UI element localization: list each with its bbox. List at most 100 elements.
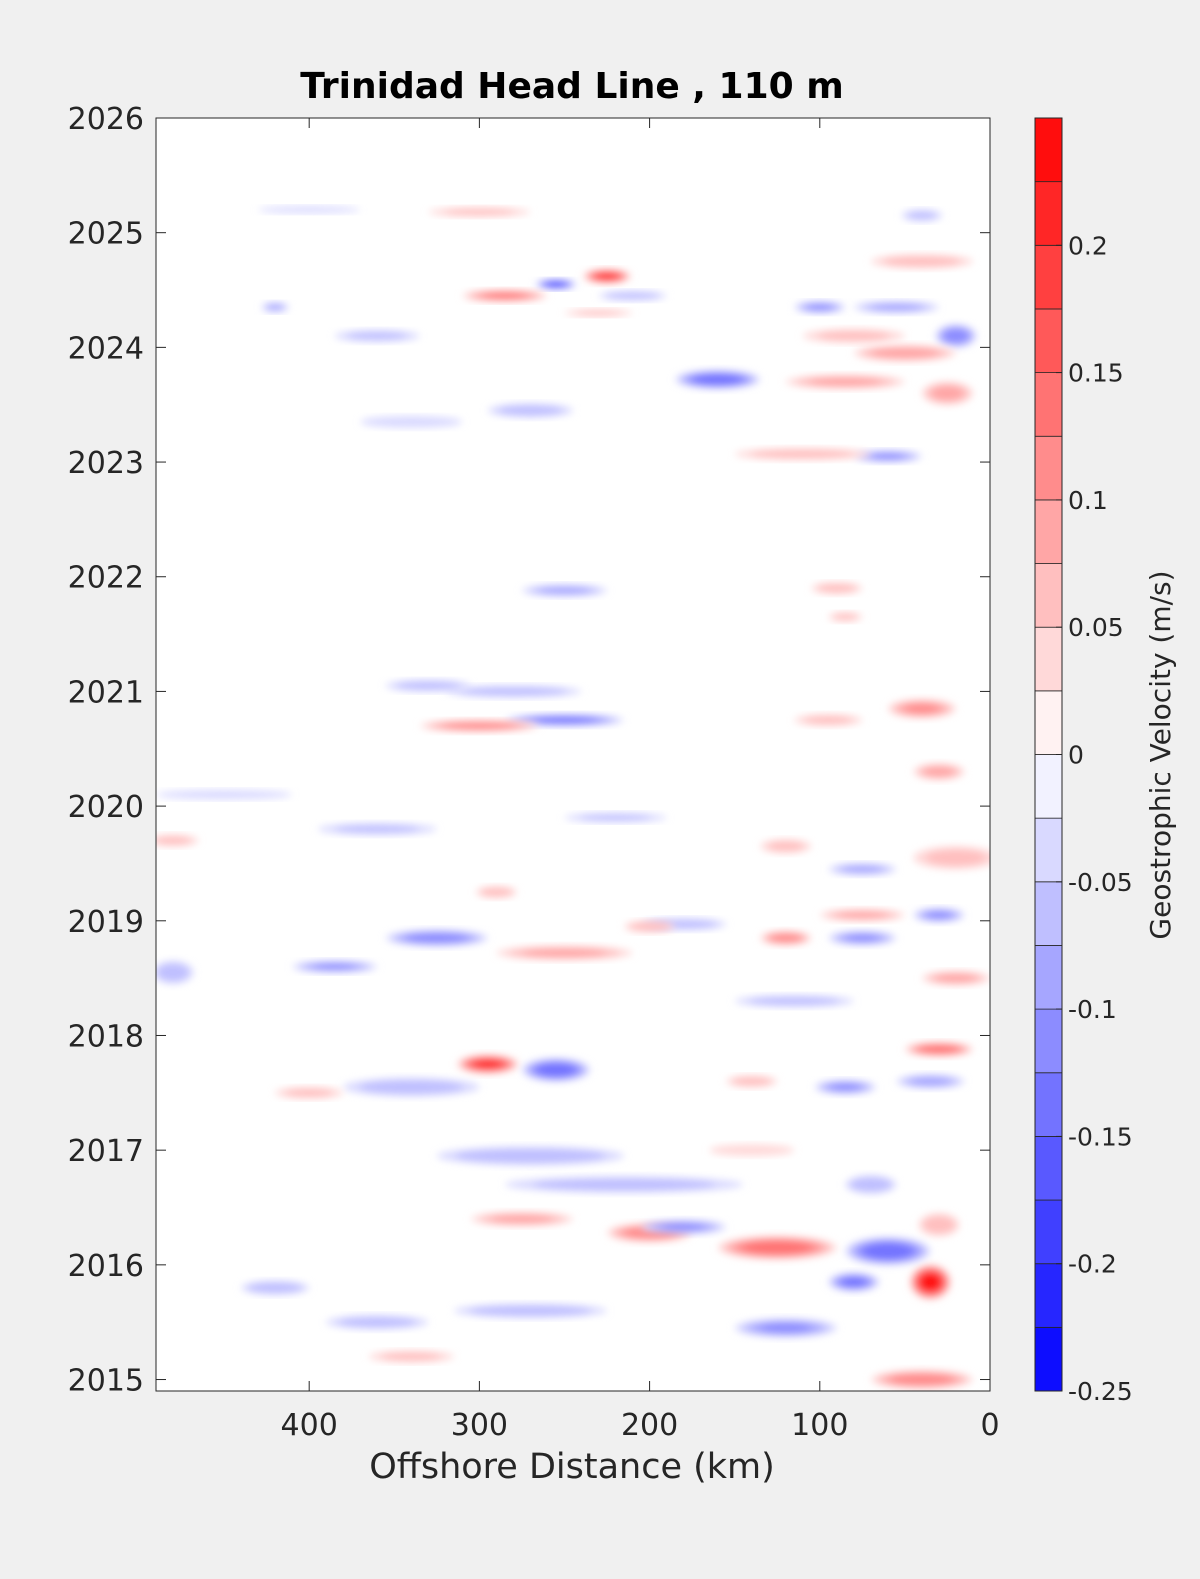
y-tick-label: 2015 xyxy=(68,1364,144,1399)
velocity-feature xyxy=(258,206,361,214)
y-tick-label: 2016 xyxy=(68,1249,144,1284)
y-tick-label: 2026 xyxy=(68,102,144,137)
velocity-feature xyxy=(641,1220,727,1234)
velocity-feature xyxy=(734,448,871,460)
y-tick-label: 2025 xyxy=(68,217,144,252)
velocity-contour xyxy=(882,256,961,267)
colorbar-band xyxy=(1034,244,1063,310)
velocity-contour xyxy=(359,1080,464,1095)
colorbar-band xyxy=(1034,372,1063,437)
velocity-feature xyxy=(901,209,943,222)
y-axis: 2015 2016 2017 2018 2019 2020 2021 2022 2023 2024… xyxy=(68,102,990,1399)
velocity-contour xyxy=(522,948,607,958)
colorbar-tick-label: 0 xyxy=(1068,741,1084,770)
velocity-feature xyxy=(853,301,939,313)
velocity-feature xyxy=(156,790,293,800)
velocity-feature xyxy=(811,582,863,594)
x-axis: 400 300 200 100 0 xyxy=(281,118,1000,1443)
colorbar-band xyxy=(1034,690,1063,755)
velocity-feature xyxy=(828,863,897,875)
velocity-contour xyxy=(533,1178,716,1191)
velocity-feature xyxy=(470,1212,573,1226)
velocity-contour xyxy=(935,973,977,983)
x-axis-label: Offshore Distance (km) xyxy=(369,1447,775,1487)
colorbar-band xyxy=(1034,117,1063,183)
y-tick-label: 2017 xyxy=(68,1134,144,1169)
velocity-contour xyxy=(923,766,955,777)
velocity-feature xyxy=(794,714,863,726)
velocity-contour xyxy=(817,331,890,341)
velocity-contour xyxy=(395,681,461,691)
velocity-contour xyxy=(490,1214,554,1224)
colorbar-band xyxy=(1034,945,1063,1010)
velocity-feature xyxy=(564,812,667,823)
velocity-contour xyxy=(836,911,889,919)
velocity-contour xyxy=(732,1076,772,1086)
velocity-contour xyxy=(750,449,855,459)
velocity-contour xyxy=(850,1177,892,1192)
velocity-contour xyxy=(156,836,192,845)
velocity-feature xyxy=(445,685,582,698)
velocity-contour xyxy=(258,206,361,214)
plot-frame xyxy=(155,117,991,1392)
velocity-feature xyxy=(785,374,905,389)
velocity-contour xyxy=(767,841,804,852)
velocity-feature xyxy=(734,995,854,1007)
colorbar-tick-label: 0.15 xyxy=(1068,359,1124,388)
velocity-contour xyxy=(808,377,882,386)
velocity-feature xyxy=(828,1272,880,1292)
velocity-feature xyxy=(717,1236,837,1260)
velocity-contour xyxy=(804,716,853,725)
velocity-feature xyxy=(462,290,548,302)
velocity-feature xyxy=(504,1176,744,1193)
velocity-contour xyxy=(662,1223,705,1231)
velocity-feature xyxy=(760,839,812,854)
velocity-contour xyxy=(484,293,526,299)
velocity-feature xyxy=(935,324,977,348)
velocity-feature xyxy=(760,931,812,945)
velocity-feature xyxy=(343,1077,480,1097)
velocity-feature xyxy=(845,1237,931,1265)
velocity-contour xyxy=(574,310,623,316)
velocity-feature xyxy=(535,279,577,289)
colorbar-tick-label: 0.1 xyxy=(1068,486,1108,515)
velocity-contour xyxy=(381,1352,442,1361)
velocity-contour xyxy=(458,686,569,697)
velocity-contour xyxy=(266,304,284,311)
velocity-contour xyxy=(693,374,743,385)
velocity-feature xyxy=(292,960,378,973)
velocity-feature xyxy=(896,1074,965,1089)
velocity-contour xyxy=(442,722,516,730)
velocity-contour xyxy=(925,849,987,866)
velocity-contour xyxy=(863,1243,913,1260)
velocity-contour xyxy=(536,1063,576,1077)
velocity-feature xyxy=(156,834,199,847)
velocity-contour xyxy=(807,304,833,311)
colorbar-tick-label: -0.15 xyxy=(1068,1122,1133,1151)
velocity-feature xyxy=(726,1075,778,1088)
y-tick-label: 2018 xyxy=(68,1019,144,1054)
velocity-contour xyxy=(841,1277,867,1287)
velocity-contour xyxy=(532,717,597,724)
velocity-contour xyxy=(870,347,939,359)
velocity-feature xyxy=(156,960,194,984)
velocity-feature xyxy=(910,1264,951,1300)
velocity-contour xyxy=(480,887,513,897)
velocity-contour xyxy=(926,911,952,919)
velocity-contour xyxy=(742,1241,812,1255)
velocity-feature xyxy=(241,1280,310,1295)
colorbar-band xyxy=(1034,881,1063,946)
velocity-contour xyxy=(579,814,652,821)
velocity-feature xyxy=(521,1058,591,1082)
x-tick-label: 0 xyxy=(980,1408,999,1443)
x-tick-label: 100 xyxy=(791,1408,848,1443)
velocity-contour xyxy=(943,328,969,343)
velocity-feature xyxy=(275,1087,344,1099)
colorbar-tick-label: -0.2 xyxy=(1068,1250,1117,1279)
velocity-contour xyxy=(760,1323,812,1333)
colorbar-band xyxy=(1034,1263,1063,1328)
y-tick-label: 2024 xyxy=(68,331,144,366)
velocity-feature xyxy=(853,345,956,362)
